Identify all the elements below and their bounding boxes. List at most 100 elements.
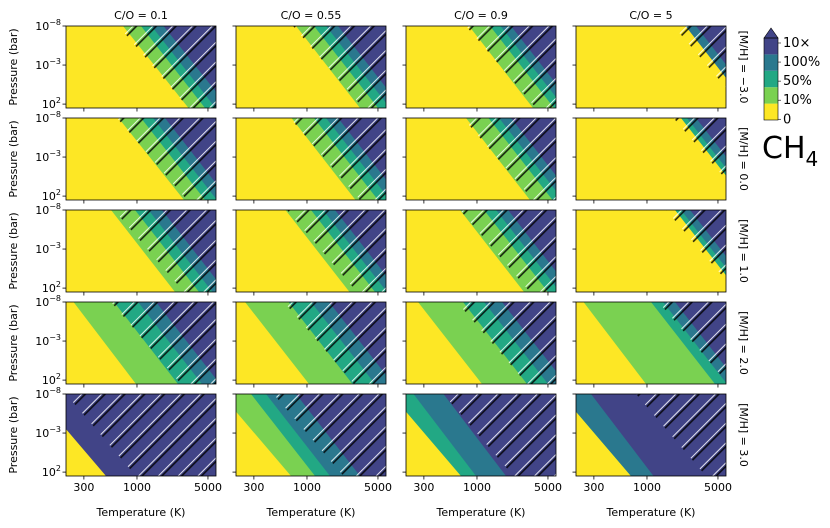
colorbar-extend — [763, 27, 779, 39]
y-tick-label: 102 — [42, 280, 61, 295]
panel-5-3: 300 1000 5000 — [402, 393, 562, 494]
hatch-region — [284, 302, 386, 384]
species-label: CH4 — [762, 131, 818, 171]
panel-4-4 — [572, 301, 727, 388]
y-tick-label: 10−8 — [35, 202, 61, 217]
panel-5-4: 300 1000 5000 — [572, 393, 732, 494]
panel-frame — [405, 25, 557, 109]
x-tick-label: 300 — [73, 481, 94, 494]
colorbar-segment — [764, 54, 778, 71]
y-axis-label: Pressure (bar) — [7, 212, 20, 289]
colorbar-segment — [764, 38, 778, 55]
hatch-region — [673, 26, 726, 88]
hatch-region — [66, 394, 216, 476]
row-label: [M/H] = 2.0 — [737, 311, 750, 375]
panel-2-3 — [402, 117, 557, 204]
panel-frame — [65, 393, 217, 477]
y-tick-label: 10−3 — [35, 241, 61, 256]
panel-frame — [235, 209, 387, 293]
panel-1-1: 10−8 10−3 102 — [35, 18, 217, 112]
panel-frame — [235, 25, 387, 109]
hatch-region — [466, 26, 556, 108]
hatch-region — [290, 118, 386, 200]
row-label: [M/H] = −3.0 — [737, 31, 750, 104]
x-tick-label: 1000 — [123, 481, 151, 494]
panel-1-3 — [402, 25, 557, 112]
column-title: C/O = 0.9 — [454, 9, 508, 22]
y-tick-label: 102 — [42, 188, 61, 203]
y-axis-label: Pressure (bar) — [7, 304, 20, 381]
colorbar: 10× 100% 50% 10% 0 — [763, 27, 820, 127]
hatch-region — [658, 302, 726, 382]
panel-frame — [65, 301, 217, 385]
panel-frame — [65, 117, 217, 201]
colorbar-label: 10× — [783, 36, 810, 51]
y-tick-label: 10−3 — [35, 57, 61, 72]
colorbar-label: 50% — [783, 74, 812, 89]
hatch-region — [666, 210, 726, 281]
hatch-region — [673, 118, 726, 180]
panel-5-1: 300 1000 5000 10−8 10−3 102 — [35, 386, 222, 494]
panel-3-3 — [402, 209, 557, 296]
hatch-region — [460, 210, 556, 292]
x-axis-label: Temperature (K) — [436, 506, 526, 519]
panel-frame — [575, 25, 727, 109]
hatch-region — [293, 26, 386, 108]
y-tick-label: 102 — [42, 96, 61, 111]
panel-1-2 — [232, 25, 387, 112]
axis-labels: C/O = 0.1 C/O = 0.55 C/O = 0.9 C/O = 5 [M/H]… — [7, 9, 750, 519]
panel-frame — [405, 393, 557, 477]
panel-grid: 10−810−310210−810−310210−810−310210−810−… — [35, 18, 732, 494]
panel-3-4 — [572, 209, 727, 296]
panel-2-2 — [232, 117, 387, 204]
panel-frame — [235, 301, 387, 385]
x-tick-label: 5000 — [194, 481, 222, 494]
hatch-region — [463, 118, 556, 200]
y-tick-label: 10−3 — [35, 333, 61, 348]
hatch-region — [114, 210, 216, 292]
y-tick-label: 102 — [42, 464, 61, 479]
x-tick-label: 300 — [583, 481, 604, 494]
panel-5-2: 300 1000 5000 — [232, 393, 392, 494]
x-axis-label: Temperature (K) — [96, 506, 186, 519]
panel-frame — [65, 209, 217, 293]
x-tick-label: 1000 — [633, 481, 661, 494]
panel-frame — [235, 117, 387, 201]
x-tick-label: 1000 — [463, 481, 491, 494]
y-tick-label: 10−3 — [35, 149, 61, 164]
panel-3-2 — [232, 209, 387, 296]
panel-3-1: 10−8 10−3 102 — [35, 202, 217, 296]
y-tick-label: 10−8 — [35, 18, 61, 33]
colorbar-segment — [764, 87, 778, 104]
hatch-region — [287, 210, 386, 292]
panel-1-4 — [572, 25, 727, 112]
hatch-region — [273, 394, 386, 476]
x-axis-label: Temperature (K) — [266, 506, 356, 519]
x-tick-label: 5000 — [364, 481, 392, 494]
x-tick-label: 300 — [413, 481, 434, 494]
x-tick-label: 5000 — [534, 481, 562, 494]
colorbar-frame — [763, 37, 779, 121]
colorbar-label: 10% — [783, 93, 812, 108]
hatch-region — [111, 302, 216, 384]
panel-frame — [235, 393, 387, 477]
panel-4-1: 10−8 10−3 102 — [35, 294, 217, 388]
y-tick-label: 10−8 — [35, 294, 61, 309]
panel-frame — [575, 117, 727, 201]
panel-4-3 — [402, 301, 557, 388]
panel-frame — [405, 301, 557, 385]
colorbar-label: 0 — [783, 112, 791, 127]
species-name: CH — [762, 131, 806, 166]
y-tick-label: 102 — [42, 372, 61, 387]
hatch-region — [118, 26, 216, 108]
panel-frame — [575, 209, 727, 293]
hatch-region — [117, 118, 216, 200]
y-axis-label: Pressure (bar) — [7, 28, 20, 105]
x-tick-label: 5000 — [704, 481, 732, 494]
colorbar-label: 100% — [783, 55, 820, 70]
column-title: C/O = 0.55 — [281, 9, 342, 22]
y-axis-label: Pressure (bar) — [7, 396, 20, 473]
column-title: C/O = 5 — [629, 9, 672, 22]
column-title: C/O = 0.1 — [114, 9, 168, 22]
